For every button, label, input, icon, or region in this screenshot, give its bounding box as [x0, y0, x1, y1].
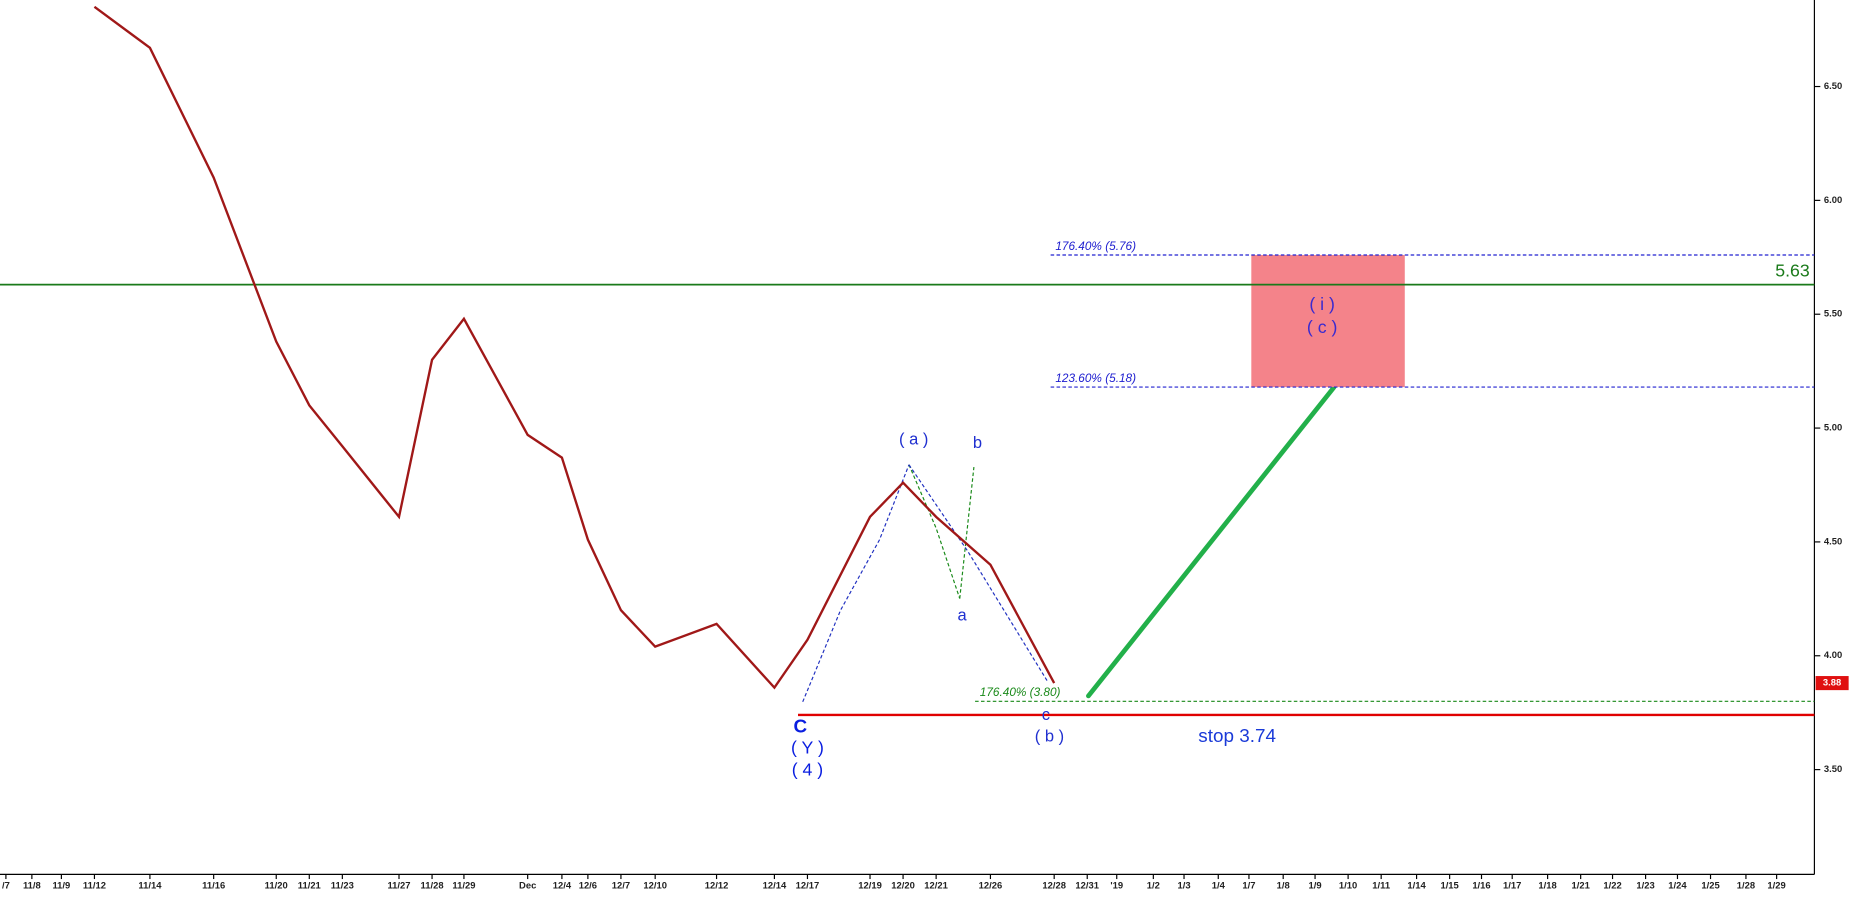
x-tick-label: 11/8: [23, 880, 41, 891]
x-tick-label: 11/16: [202, 880, 225, 891]
wave-label: ( Y ): [791, 737, 824, 757]
x-tick-label: 11/21: [298, 880, 321, 891]
x-tick-label: 11/14: [138, 880, 162, 891]
x-tick-label: 1/18: [1538, 880, 1556, 891]
x-tick-label: 1/23: [1636, 880, 1654, 891]
x-tick-label: 11/29: [452, 880, 475, 891]
x-tick-label: 11/20: [265, 880, 288, 891]
x-tick-label: 12/19: [858, 880, 882, 891]
wave-label: C: [794, 716, 808, 737]
x-tick-label: 1/17: [1503, 880, 1521, 891]
y-tick-label: 4.00: [1824, 649, 1842, 660]
level-label: stop 3.74: [1198, 725, 1276, 746]
projection-arrow: [1086, 384, 1337, 699]
wave-label: ( 4 ): [792, 760, 823, 780]
wave-guide: [908, 464, 961, 599]
fib-label: 176.40% (5.76): [1055, 240, 1136, 253]
wave-guide: [959, 467, 975, 599]
x-tick-label: 1/7: [1242, 880, 1255, 891]
level-label: 5.63: [1775, 260, 1810, 280]
x-tick-label: 12/14: [763, 880, 787, 891]
x-tick-label: 12/12: [705, 880, 729, 891]
x-tick-label: 12/20: [891, 880, 915, 891]
wave-label: ( a ): [899, 430, 928, 448]
wave-guide: [802, 464, 910, 703]
x-tick-label: 1/16: [1472, 880, 1490, 891]
last-price-label: 3.88: [1823, 677, 1841, 688]
x-tick-label: 12/31: [1075, 880, 1099, 891]
y-tick-label: 3.50: [1824, 763, 1842, 774]
fib-label: 176.40% (3.80): [980, 686, 1061, 699]
wave-label: ( b ): [1035, 727, 1064, 745]
x-tick-label: 1/21: [1571, 880, 1589, 891]
y-tick-label: 5.00: [1824, 422, 1842, 433]
wave-label: c: [1042, 706, 1050, 724]
x-tick-label: 11/27: [387, 880, 410, 891]
x-tick-label: 11/23: [331, 880, 354, 891]
x-tick-label: 1/8: [1277, 880, 1290, 891]
x-tick-label: 12/4: [553, 880, 572, 891]
x-tick-label: 11/28: [421, 880, 444, 891]
x-tick-label: 1/25: [1701, 880, 1719, 891]
x-tick-label: 12/10: [643, 880, 667, 891]
x-tick-label: 12/28: [1042, 880, 1066, 891]
x-tick-label: 12/26: [979, 880, 1003, 891]
wave-label: ( i ): [1309, 294, 1335, 314]
x-tick-label: 1/14: [1407, 880, 1426, 891]
x-tick-label: 1/4: [1212, 880, 1226, 891]
x-tick-label: 1/22: [1603, 880, 1621, 891]
wave-guide: [908, 464, 1048, 682]
x-tick-label: 12/7: [612, 880, 630, 891]
target-zone: [1251, 255, 1405, 388]
x-tick-label: 11/12: [83, 880, 106, 891]
x-tick-label: 1/2: [1147, 880, 1160, 891]
x-tick-label: /7: [2, 880, 10, 891]
y-tick-label: 5.50: [1824, 308, 1842, 319]
wave-label: b: [973, 434, 982, 452]
x-tick-label: '19: [1110, 880, 1123, 891]
x-tick-label: 11/9: [52, 880, 70, 891]
x-tick-label: 12/17: [796, 880, 820, 891]
x-tick-label: 1/3: [1177, 880, 1190, 891]
price-line: [93, 5, 1056, 690]
x-tick-label: 1/10: [1339, 880, 1357, 891]
x-tick-label: Dec: [519, 880, 536, 891]
x-tick-label: 1/24: [1668, 880, 1687, 891]
x-tick-label: 1/15: [1440, 880, 1458, 891]
x-tick-label: 1/28: [1737, 880, 1755, 891]
x-tick-label: 1/11: [1372, 880, 1390, 891]
x-tick-label: 12/6: [579, 880, 597, 891]
last-price-tag: [1815, 676, 1849, 691]
fib-label: 123.60% (5.18): [1055, 372, 1136, 385]
y-tick-label: 6.50: [1824, 80, 1842, 91]
wave-label: ( c ): [1307, 317, 1337, 337]
y-tick-label: 6.00: [1824, 194, 1842, 205]
x-tick-label: 1/29: [1767, 880, 1785, 891]
x-tick-label: 12/21: [924, 880, 948, 891]
y-tick-label: 4.50: [1824, 535, 1842, 546]
x-tick-label: 1/9: [1309, 880, 1322, 891]
wave-label: a: [957, 607, 967, 625]
